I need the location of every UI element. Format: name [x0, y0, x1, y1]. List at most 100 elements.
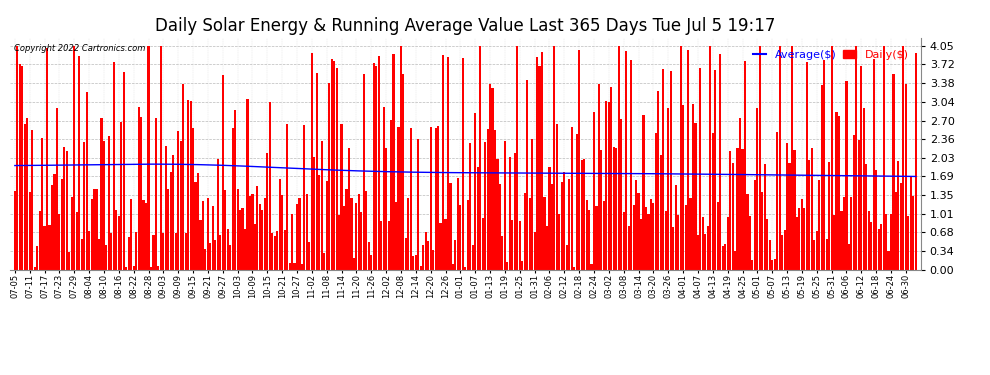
Bar — [410, 128, 412, 270]
Bar — [365, 191, 367, 270]
Bar — [278, 179, 281, 270]
Bar — [85, 92, 88, 270]
Bar — [105, 244, 108, 270]
Bar — [887, 251, 890, 270]
Bar — [125, 267, 128, 270]
Bar — [313, 157, 316, 270]
Bar — [593, 112, 595, 270]
Bar — [890, 214, 892, 270]
Bar — [743, 61, 746, 270]
Bar — [724, 244, 727, 270]
Bar — [625, 51, 628, 270]
Bar — [227, 230, 229, 270]
Bar — [271, 233, 273, 270]
Bar — [491, 88, 494, 270]
Bar — [588, 210, 590, 270]
Bar — [184, 232, 187, 270]
Bar — [14, 191, 16, 270]
Bar — [346, 189, 347, 270]
Bar — [739, 118, 742, 270]
Bar — [915, 53, 917, 270]
Bar — [286, 124, 288, 270]
Bar — [26, 118, 29, 270]
Bar — [603, 201, 605, 270]
Bar — [838, 116, 841, 270]
Bar — [397, 127, 400, 270]
Bar — [377, 56, 380, 270]
Bar — [19, 64, 21, 270]
Bar — [699, 68, 702, 270]
Bar — [714, 70, 717, 270]
Bar — [813, 240, 816, 270]
Bar — [865, 164, 867, 270]
Bar — [135, 232, 138, 270]
Bar — [575, 134, 578, 270]
Bar — [372, 63, 375, 270]
Bar — [484, 142, 486, 270]
Bar — [212, 206, 214, 270]
Bar — [291, 214, 293, 270]
Bar — [818, 180, 821, 270]
Bar — [392, 54, 395, 270]
Legend: Average($), Daily($): Average($), Daily($) — [748, 45, 914, 64]
Bar — [496, 159, 499, 270]
Bar — [355, 203, 357, 270]
Bar — [860, 66, 862, 270]
Bar — [796, 217, 798, 270]
Bar — [885, 214, 887, 270]
Bar — [570, 127, 573, 270]
Bar — [842, 197, 845, 270]
Bar — [862, 108, 865, 270]
Bar — [323, 253, 326, 270]
Bar — [53, 174, 55, 270]
Bar — [232, 128, 234, 270]
Bar — [803, 208, 806, 270]
Bar — [128, 237, 130, 270]
Bar — [687, 50, 689, 270]
Bar — [430, 128, 432, 270]
Bar — [729, 151, 732, 270]
Bar — [499, 184, 501, 270]
Bar — [793, 150, 796, 270]
Bar — [664, 211, 667, 270]
Bar — [207, 198, 209, 270]
Bar — [640, 219, 643, 270]
Bar — [613, 147, 615, 270]
Bar — [268, 102, 271, 270]
Bar — [209, 243, 212, 270]
Bar — [16, 46, 19, 270]
Bar — [801, 199, 803, 270]
Bar — [657, 91, 659, 270]
Bar — [36, 246, 39, 270]
Bar — [454, 240, 456, 270]
Bar — [217, 159, 219, 270]
Bar — [402, 74, 405, 270]
Bar — [534, 232, 536, 270]
Bar — [469, 144, 471, 270]
Bar — [892, 75, 895, 270]
Bar — [263, 198, 266, 270]
Bar — [130, 199, 133, 270]
Bar — [234, 110, 237, 270]
Bar — [506, 262, 509, 270]
Bar — [387, 221, 390, 270]
Bar — [338, 215, 341, 270]
Bar — [531, 140, 534, 270]
Bar — [855, 46, 857, 270]
Bar — [620, 119, 623, 270]
Bar — [638, 193, 640, 270]
Bar — [476, 167, 479, 270]
Bar — [585, 200, 588, 270]
Bar — [867, 211, 870, 270]
Bar — [712, 134, 714, 270]
Bar — [880, 224, 882, 270]
Bar — [798, 208, 801, 270]
Bar — [583, 159, 585, 270]
Bar — [224, 190, 227, 270]
Bar — [395, 202, 397, 270]
Bar — [39, 211, 41, 270]
Bar — [545, 226, 548, 270]
Bar — [659, 155, 662, 270]
Bar — [615, 148, 618, 270]
Bar — [524, 193, 526, 270]
